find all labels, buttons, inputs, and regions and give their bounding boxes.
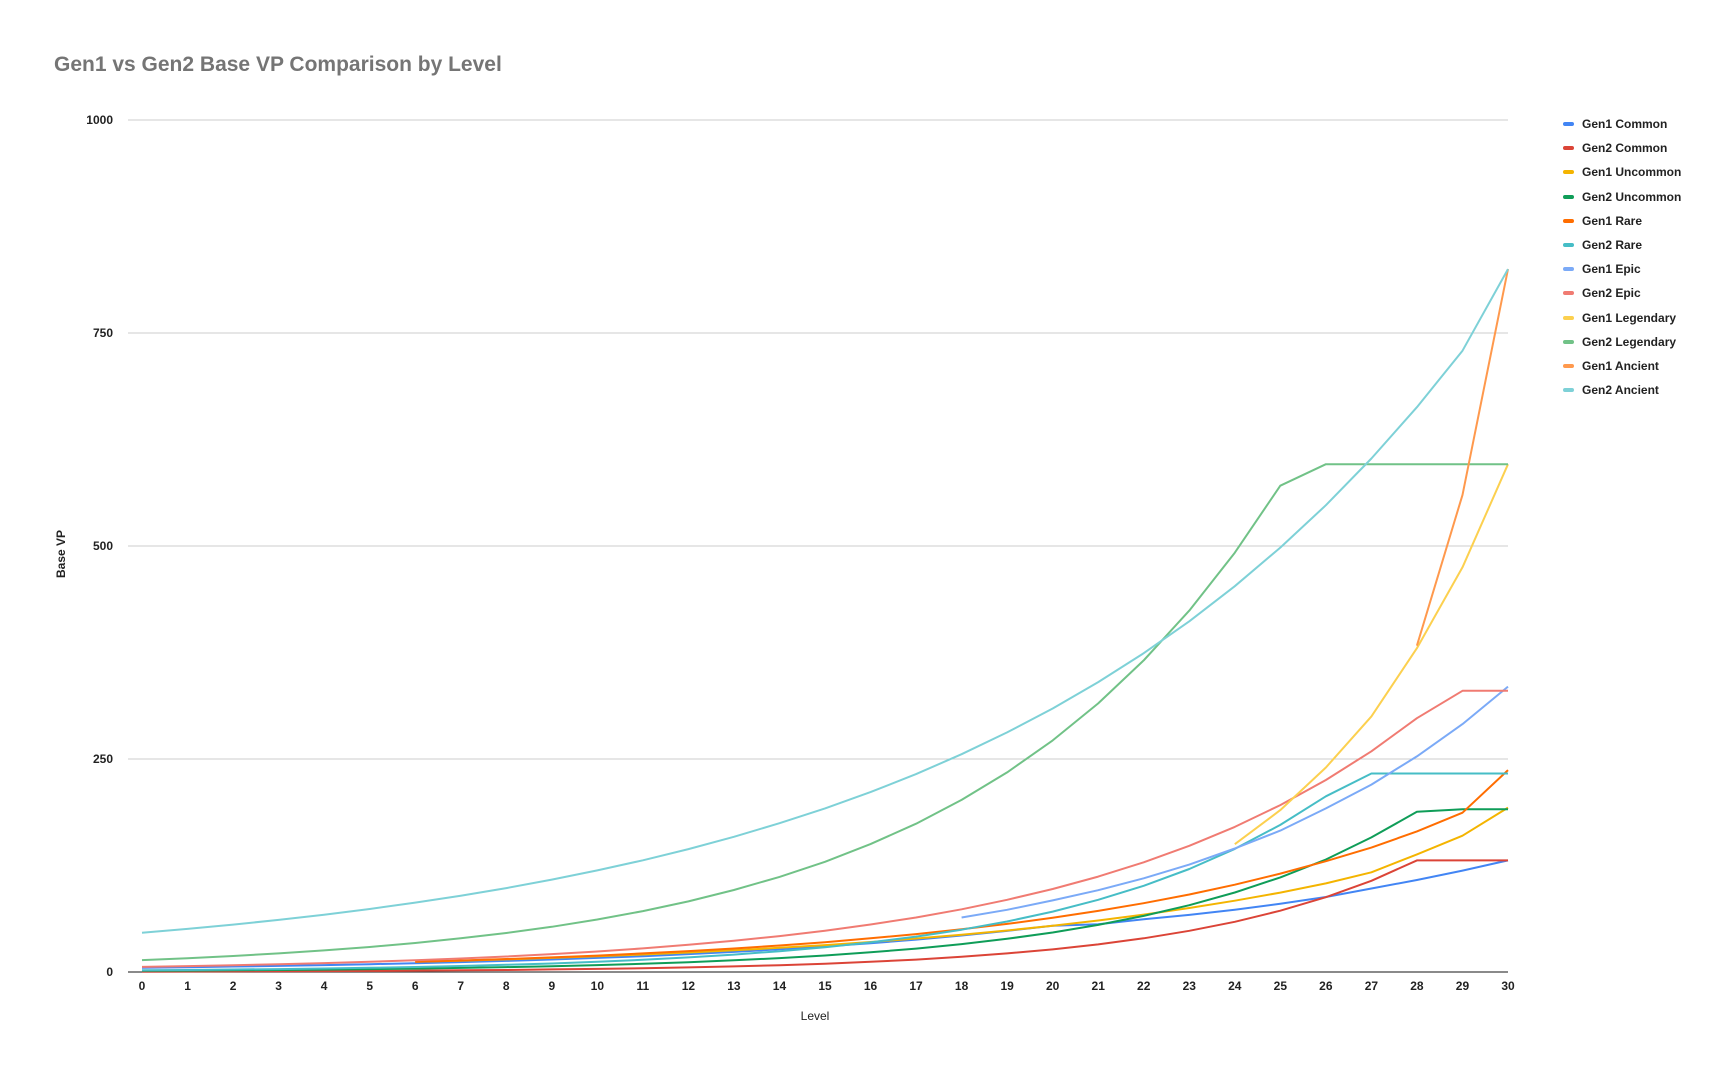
series-line-gen1-ancient (1415, 268, 1509, 646)
legend-label: Gen2 Legendary (1582, 334, 1677, 349)
legend-item: Gen1 Uncommon (1563, 160, 1681, 184)
x-tick-label: 5 (366, 979, 373, 993)
x-tick-label: 22 (1137, 979, 1151, 993)
legend-item: Gen1 Common (1563, 112, 1681, 136)
x-tick-label: 16 (864, 979, 878, 993)
x-tick-label: 13 (727, 979, 741, 993)
y-tick-label: 250 (93, 752, 113, 766)
series-line-gen2-ancient (141, 268, 1509, 934)
legend-item: Gen2 Uncommon (1563, 185, 1681, 209)
x-tick-label: 18 (955, 979, 969, 993)
legend-swatch (1563, 194, 1574, 199)
series-line-gen1-legendary (1234, 463, 1509, 846)
legend-swatch (1563, 243, 1574, 248)
legend-swatch (1563, 122, 1574, 127)
series-line-gen1-epic (961, 685, 1509, 919)
y-axis-label: Base VP (54, 530, 68, 578)
x-tick-label: 10 (591, 979, 605, 993)
legend-item: Gen1 Rare (1563, 209, 1681, 233)
legend-swatch (1563, 291, 1574, 296)
x-tick-labels: 0 1 2 3 4 5 6 7 8 9 10 11 12 13 14 15 16 17 18 19 20 21 22 23 24… (139, 979, 1515, 993)
x-tick-label: 20 (1046, 979, 1060, 993)
x-tick-label: 9 (548, 979, 555, 993)
y-tick-label: 0 (106, 965, 113, 979)
x-axis-label: Level (801, 1009, 830, 1023)
x-tick-label: 21 (1092, 979, 1106, 993)
x-tick-label: 7 (457, 979, 464, 993)
legend-swatch (1563, 363, 1574, 368)
legend-label: Gen1 Rare (1582, 213, 1643, 228)
x-tick-label: 28 (1410, 979, 1424, 993)
x-tick-label: 26 (1319, 979, 1333, 993)
y-tick-labels: 0 250 500 750 1000 (86, 113, 113, 979)
legend-swatch (1563, 267, 1574, 272)
legend-item: Gen2 Rare (1563, 233, 1681, 257)
series-layer (141, 268, 1509, 973)
legend-label: Gen2 Ancient (1582, 383, 1659, 398)
x-tick-label: 23 (1183, 979, 1197, 993)
x-tick-label: 29 (1456, 979, 1470, 993)
x-tick-label: 11 (637, 979, 650, 993)
legend-label: Gen1 Epic (1582, 262, 1641, 277)
legend-swatch (1563, 170, 1574, 175)
legend-item: Gen2 Ancient (1563, 378, 1681, 402)
x-tick-label: 15 (818, 979, 832, 993)
x-tick-label: 24 (1228, 979, 1242, 993)
legend-swatch (1563, 315, 1574, 320)
series-line-gen2-rare (141, 772, 1508, 972)
legend-item: Gen1 Epic (1563, 257, 1681, 281)
legend-label: Gen2 Epic (1582, 286, 1641, 301)
y-tick-label: 750 (93, 326, 113, 340)
legend-label: Gen1 Uncommon (1582, 165, 1682, 180)
x-tick-label: 4 (321, 979, 328, 993)
grid-lines (128, 119, 1508, 973)
y-tick-label: 1000 (86, 113, 113, 127)
x-tick-label: 8 (503, 979, 510, 993)
chart-title: Gen1 vs Gen2 Base VP Comparison by Level (54, 53, 502, 76)
legend: Gen1 Common Gen2 Common Gen1 Uncommon Gen2 … (1563, 112, 1681, 402)
y-tick-label: 500 (93, 539, 113, 553)
x-tick-label: 27 (1365, 979, 1379, 993)
legend-swatch (1563, 339, 1574, 344)
legend-swatch (1563, 388, 1574, 393)
legend-item: Gen2 Epic (1563, 281, 1681, 305)
series-line-gen1-common (141, 859, 1509, 969)
legend-label: Gen1 Legendary (1582, 310, 1677, 325)
series-line-gen2-legendary (141, 463, 1508, 962)
legend-label: Gen1 Common (1582, 117, 1668, 132)
x-tick-label: 3 (275, 979, 282, 993)
x-tick-label: 6 (412, 979, 419, 993)
x-tick-label: 2 (230, 979, 237, 993)
legend-item: Gen1 Legendary (1563, 306, 1681, 330)
x-tick-label: 30 (1501, 979, 1515, 993)
series-line-gen2-epic (141, 689, 1508, 968)
legend-item: Gen1 Ancient (1563, 354, 1681, 378)
x-tick-label: 19 (1000, 979, 1014, 993)
legend-label: Gen2 Uncommon (1582, 189, 1682, 204)
x-tick-label: 1 (184, 979, 191, 993)
series-line-gen1-uncommon (415, 806, 1509, 963)
legend-item: Gen2 Common (1563, 136, 1681, 160)
x-tick-label: 17 (909, 979, 923, 993)
x-tick-label: 0 (139, 979, 146, 993)
series-line-gen2-uncommon (141, 808, 1508, 972)
x-tick-label: 25 (1274, 979, 1288, 993)
legend-swatch (1563, 146, 1574, 151)
legend-item: Gen2 Legendary (1563, 330, 1681, 354)
legend-label: Gen2 Rare (1582, 238, 1643, 253)
legend-label: Gen2 Common (1582, 141, 1668, 156)
legend-label: Gen1 Ancient (1582, 358, 1659, 373)
legend-swatch (1563, 218, 1574, 223)
series-line-gen2-common (141, 859, 1508, 973)
x-tick-label: 12 (682, 979, 696, 993)
x-tick-label: 14 (773, 979, 787, 993)
